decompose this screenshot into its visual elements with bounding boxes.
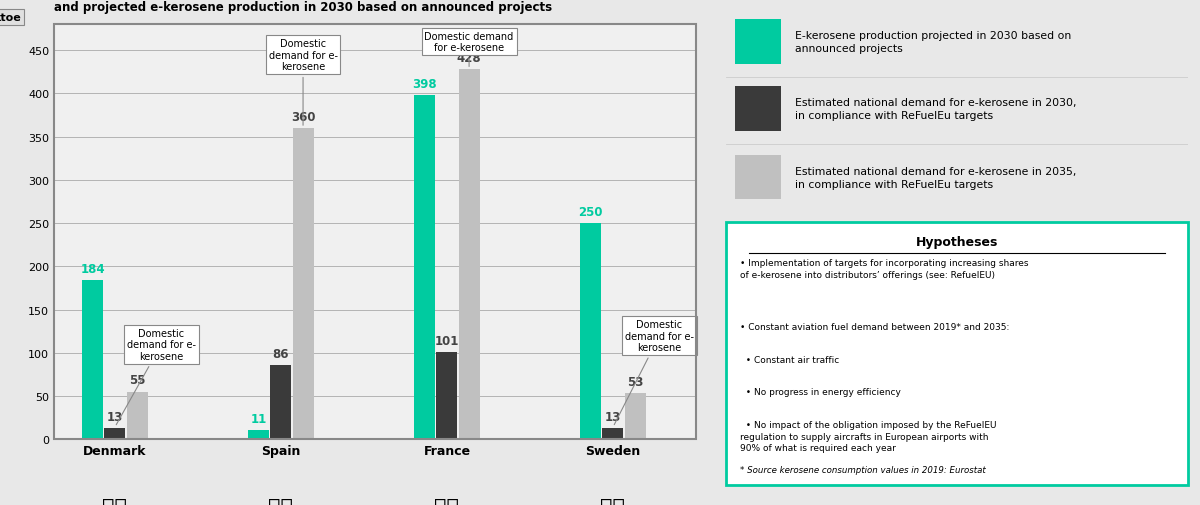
Bar — [83, 281, 103, 439]
Text: • Constant aviation fuel demand between 2019* and 2035:: • Constant aviation fuel demand between … — [740, 322, 1009, 331]
Text: 🇩🇰: 🇩🇰 — [102, 496, 127, 505]
Text: Estimated national demand for e-kerosene in 2035,
in compliance with ReFuelEu ta: Estimated national demand for e-kerosene… — [796, 166, 1076, 189]
Text: Domestic demand
for e-kerosene: Domestic demand for e-kerosene — [425, 32, 514, 67]
Text: National estimated demand for e-kerosene in 2030 and 2035 to meet ReFuelEu goals: National estimated demand for e-kerosene… — [54, 0, 623, 14]
Text: 13: 13 — [107, 410, 124, 423]
Bar — [581, 224, 601, 439]
Text: 🇪🇸: 🇪🇸 — [269, 496, 294, 505]
Text: 398: 398 — [413, 78, 437, 91]
Bar — [248, 430, 269, 439]
Bar — [625, 393, 646, 439]
Bar — [602, 428, 624, 439]
Text: 86: 86 — [272, 347, 289, 360]
Text: Hypotheses: Hypotheses — [916, 235, 998, 248]
Text: 55: 55 — [128, 374, 145, 387]
Bar — [736, 156, 781, 200]
Bar — [104, 428, 125, 439]
Text: 13: 13 — [605, 410, 622, 423]
Text: 11: 11 — [251, 412, 266, 425]
Text: 🇸🇪: 🇸🇪 — [600, 496, 625, 505]
Text: 360: 360 — [290, 111, 316, 124]
Text: 101: 101 — [434, 334, 460, 347]
Text: ktoe: ktoe — [0, 13, 20, 23]
Text: E-kerosene production projected in 2030 based on
announced projects: E-kerosene production projected in 2030 … — [796, 31, 1072, 54]
Text: 250: 250 — [578, 206, 604, 219]
Bar — [414, 96, 436, 439]
Text: Domestic
demand for e-
kerosene: Domestic demand for e- kerosene — [614, 319, 694, 425]
Text: 184: 184 — [80, 263, 106, 275]
Bar — [437, 352, 457, 439]
Text: Domestic
demand for e-
kerosene: Domestic demand for e- kerosene — [269, 39, 337, 126]
Text: * Source kerosene consumption values in 2019: Eurostat: * Source kerosene consumption values in … — [740, 465, 985, 474]
Text: Domestic
demand for e-
kerosene: Domestic demand for e- kerosene — [116, 328, 196, 425]
Bar — [736, 87, 781, 131]
FancyBboxPatch shape — [726, 222, 1188, 485]
Bar — [126, 392, 148, 439]
Bar — [736, 20, 781, 65]
Text: • No impact of the obligation imposed by the ReFuelEU
regulation to supply aircr: • No impact of the obligation imposed by… — [740, 421, 996, 452]
Bar — [458, 70, 480, 439]
Text: • Implementation of targets for incorporating increasing shares
of e-kerosene in: • Implementation of targets for incorpor… — [740, 259, 1028, 279]
Text: 🇫🇷: 🇫🇷 — [434, 496, 460, 505]
Text: Estimated national demand for e-kerosene in 2030,
in compliance with ReFuelEu ta: Estimated national demand for e-kerosene… — [796, 97, 1076, 121]
Text: 53: 53 — [626, 376, 643, 388]
Bar — [293, 129, 313, 439]
Bar — [270, 365, 292, 439]
Text: 428: 428 — [457, 52, 481, 65]
Text: • Constant air traffic: • Constant air traffic — [740, 355, 839, 364]
Text: • No progress in energy efficiency: • No progress in energy efficiency — [740, 388, 901, 396]
